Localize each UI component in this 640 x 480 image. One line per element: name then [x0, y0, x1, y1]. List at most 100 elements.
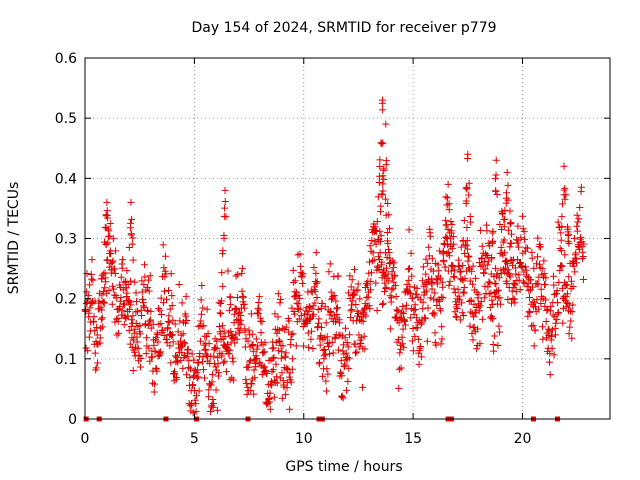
data-point — [165, 319, 173, 327]
data-point — [511, 299, 519, 307]
data-point — [507, 230, 515, 238]
data-point — [232, 272, 240, 280]
data-point — [259, 349, 267, 357]
data-point — [560, 162, 568, 170]
data-point — [203, 352, 211, 360]
data-point — [565, 330, 573, 338]
data-point — [101, 284, 109, 292]
data-point — [488, 296, 496, 304]
data-point — [258, 318, 266, 326]
data-point — [442, 233, 450, 241]
data-point — [200, 374, 208, 382]
data-point — [179, 330, 187, 338]
data-point — [569, 282, 577, 290]
data-point — [318, 323, 326, 331]
data-point — [297, 312, 305, 320]
data-point — [225, 350, 233, 358]
data-point — [379, 187, 387, 195]
data-point — [458, 299, 466, 307]
data-point — [332, 318, 340, 326]
data-point — [448, 245, 456, 253]
data-point — [360, 332, 368, 340]
data-point — [237, 312, 245, 320]
data-point — [304, 329, 312, 337]
data-point — [367, 269, 375, 277]
data-point — [320, 352, 328, 360]
data-point — [153, 367, 161, 375]
data-point — [303, 319, 311, 327]
data-point — [424, 259, 432, 267]
data-point — [97, 315, 105, 323]
data-point — [469, 280, 477, 288]
data-point — [439, 283, 447, 291]
data-point — [552, 319, 560, 327]
data-point — [228, 354, 236, 362]
data-point — [491, 292, 499, 300]
data-point — [419, 298, 427, 306]
data-point — [98, 314, 106, 322]
data-point — [158, 311, 166, 319]
data-point — [195, 387, 203, 395]
data-point — [151, 347, 159, 355]
data-point — [216, 330, 224, 338]
data-point — [384, 270, 392, 278]
data-point — [128, 215, 136, 223]
data-point — [129, 256, 137, 264]
data-point — [322, 377, 330, 385]
axis-ticks: 0 0.1 0.2 0.3 0.4 0.5 0.6 0 5 10 15 20 — [55, 51, 610, 447]
data-point — [546, 349, 554, 357]
data-point — [159, 241, 167, 249]
data-point — [488, 254, 496, 262]
data-point — [550, 351, 558, 359]
grid-lines — [85, 58, 610, 419]
data-point — [445, 206, 453, 214]
data-point — [191, 396, 199, 404]
data-point — [359, 317, 367, 325]
data-point — [401, 321, 409, 329]
data-point — [219, 250, 227, 258]
data-point — [419, 263, 427, 271]
data-point — [326, 350, 334, 358]
data-point — [493, 191, 501, 199]
data-point — [566, 307, 574, 315]
data-point — [354, 280, 362, 288]
y-tick-label: 0.5 — [55, 111, 77, 127]
data-point — [557, 247, 565, 255]
data-point — [200, 322, 208, 330]
data-point — [109, 257, 117, 265]
data-point — [483, 261, 491, 269]
data-point — [157, 320, 165, 328]
data-point — [464, 245, 472, 253]
data-point — [86, 281, 94, 289]
data-point — [574, 218, 582, 226]
data-point — [395, 319, 403, 327]
data-point — [186, 374, 194, 382]
data-point — [138, 311, 146, 319]
data-point — [512, 264, 520, 272]
data-point — [373, 307, 381, 315]
data-point — [575, 215, 583, 223]
data-point — [120, 321, 128, 329]
data-point — [554, 218, 562, 226]
data-point — [494, 342, 502, 350]
data-point — [491, 332, 499, 340]
data-point — [293, 299, 301, 307]
data-point — [377, 208, 385, 216]
data-point — [123, 267, 131, 275]
data-point — [382, 120, 390, 128]
data-point — [106, 247, 114, 255]
data-point — [438, 323, 446, 331]
data-point — [137, 363, 145, 371]
data-point — [339, 394, 347, 402]
data-point — [277, 295, 285, 303]
data-point — [509, 295, 517, 303]
x-tick-label: 20 — [514, 431, 532, 447]
data-point — [464, 252, 472, 260]
data-point — [262, 366, 270, 374]
data-point — [334, 304, 342, 312]
data-point — [218, 322, 226, 330]
data-point — [199, 366, 207, 374]
data-point — [219, 359, 227, 367]
data-point — [504, 260, 512, 268]
data-point — [461, 274, 469, 282]
